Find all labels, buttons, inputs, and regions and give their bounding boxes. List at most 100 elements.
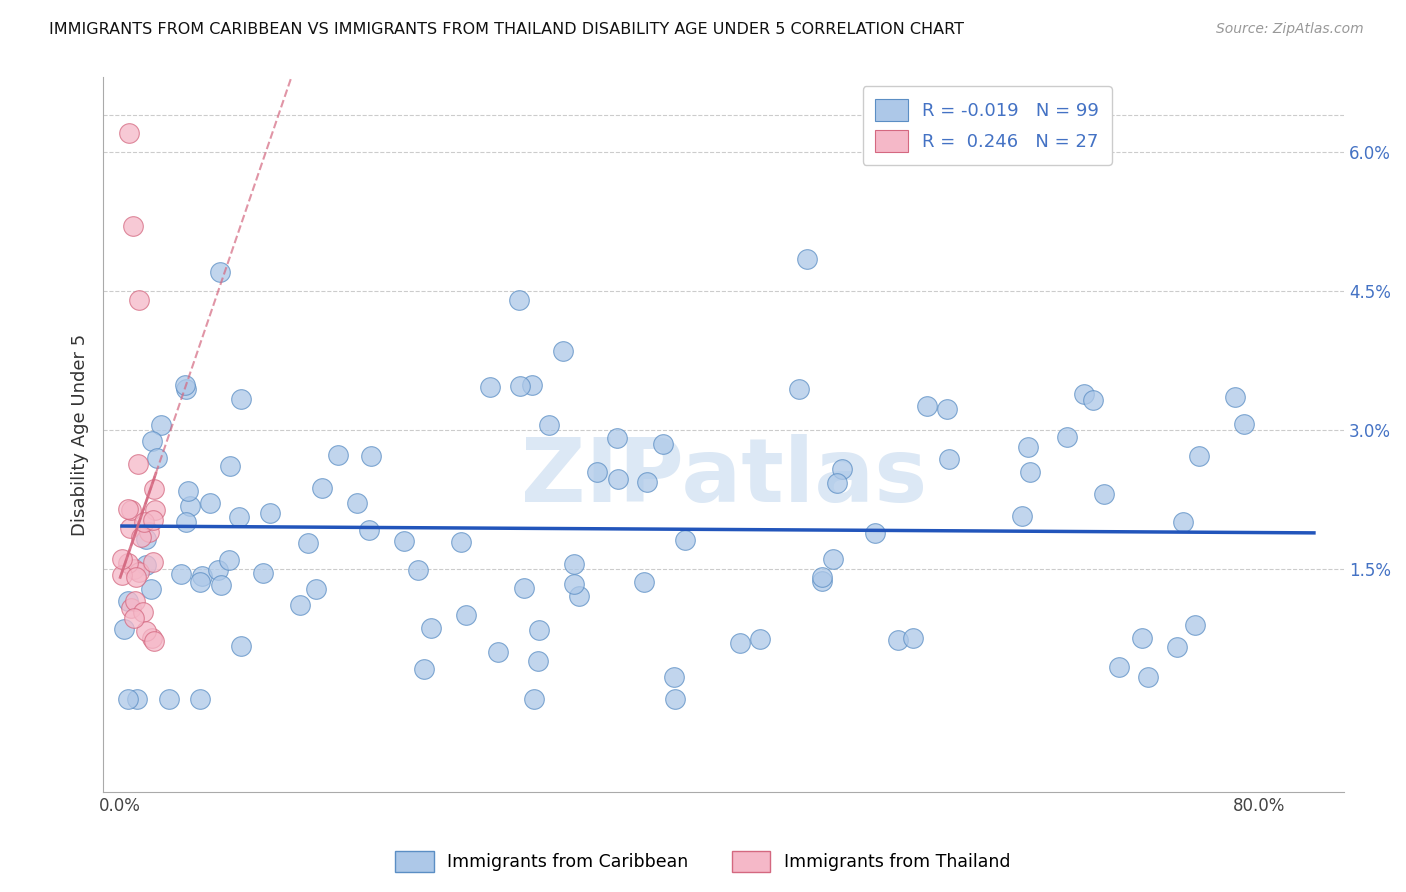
Point: [827, 475, 849, 490]
Point: [1173, 515, 1195, 529]
Point: [1233, 417, 1256, 432]
Point: [664, 692, 686, 706]
Point: [209, 578, 232, 592]
Point: [662, 670, 685, 684]
Point: [606, 432, 628, 446]
Point: [198, 496, 221, 510]
Point: [188, 692, 211, 706]
Point: [1108, 660, 1130, 674]
Point: [118, 521, 141, 535]
Point: [124, 610, 146, 624]
Point: [811, 574, 834, 588]
Point: [936, 401, 959, 416]
Point: [219, 459, 242, 474]
Point: [177, 483, 200, 498]
Point: [231, 392, 253, 407]
Point: [508, 293, 530, 307]
Point: [112, 622, 135, 636]
Point: [228, 510, 250, 524]
Point: [252, 566, 274, 581]
Point: [297, 536, 319, 550]
Point: [346, 496, 368, 510]
Point: [513, 581, 536, 595]
Point: [170, 566, 193, 581]
Point: [139, 582, 162, 596]
Point: [568, 589, 591, 603]
Point: [128, 293, 150, 307]
Point: [796, 252, 818, 266]
Point: [146, 451, 169, 466]
Point: [1184, 618, 1206, 632]
Point: [128, 566, 150, 580]
Point: [406, 563, 429, 577]
Text: ZIPatlas: ZIPatlas: [520, 434, 927, 521]
Point: [633, 574, 655, 589]
Point: [143, 482, 166, 496]
Point: [143, 503, 166, 517]
Point: [527, 654, 550, 668]
Point: [259, 506, 281, 520]
Point: [538, 418, 561, 433]
Point: [179, 500, 201, 514]
Point: [606, 472, 628, 486]
Point: [901, 631, 924, 645]
Point: [218, 552, 240, 566]
Point: [821, 552, 844, 566]
Point: [288, 598, 311, 612]
Point: [117, 692, 139, 706]
Point: [1223, 390, 1246, 404]
Point: [1056, 429, 1078, 443]
Point: [357, 523, 380, 537]
Point: [1136, 670, 1159, 684]
Point: [117, 557, 139, 571]
Point: [157, 692, 180, 706]
Point: [523, 692, 546, 706]
Text: Source: ZipAtlas.com: Source: ZipAtlas.com: [1216, 22, 1364, 37]
Point: [328, 448, 350, 462]
Point: [651, 437, 673, 451]
Point: [174, 382, 197, 396]
Point: [118, 126, 141, 140]
Point: [636, 475, 658, 489]
Point: [675, 533, 697, 548]
Point: [520, 377, 543, 392]
Point: [142, 555, 165, 569]
Point: [1081, 392, 1104, 407]
Point: [207, 563, 229, 577]
Point: [1073, 386, 1095, 401]
Point: [122, 219, 145, 233]
Point: [117, 502, 139, 516]
Point: [122, 562, 145, 576]
Point: [392, 533, 415, 548]
Point: [120, 502, 142, 516]
Point: [149, 418, 172, 433]
Point: [141, 632, 163, 646]
Point: [413, 662, 436, 676]
Point: [360, 449, 382, 463]
Point: [529, 624, 551, 638]
Point: [111, 568, 134, 582]
Point: [142, 633, 165, 648]
Point: [127, 457, 149, 471]
Point: [191, 568, 214, 582]
Point: [728, 636, 751, 650]
Point: [135, 624, 157, 638]
Point: [229, 639, 252, 653]
Point: [938, 452, 960, 467]
Point: [887, 632, 910, 647]
Point: [305, 582, 328, 597]
Text: IMMIGRANTS FROM CARIBBEAN VS IMMIGRANTS FROM THAILAND DISABILITY AGE UNDER 5 COR: IMMIGRANTS FROM CARIBBEAN VS IMMIGRANTS …: [49, 22, 965, 37]
Point: [787, 383, 810, 397]
Point: [135, 532, 157, 546]
Point: [176, 515, 198, 529]
Point: [917, 399, 939, 413]
Y-axis label: Disability Age Under 5: Disability Age Under 5: [72, 334, 89, 536]
Point: [311, 481, 333, 495]
Point: [1011, 509, 1033, 524]
Point: [124, 593, 146, 607]
Point: [125, 570, 148, 584]
Point: [117, 593, 139, 607]
Point: [831, 462, 853, 476]
Legend: Immigrants from Caribbean, Immigrants from Thailand: Immigrants from Caribbean, Immigrants fr…: [388, 844, 1018, 879]
Point: [562, 577, 585, 591]
